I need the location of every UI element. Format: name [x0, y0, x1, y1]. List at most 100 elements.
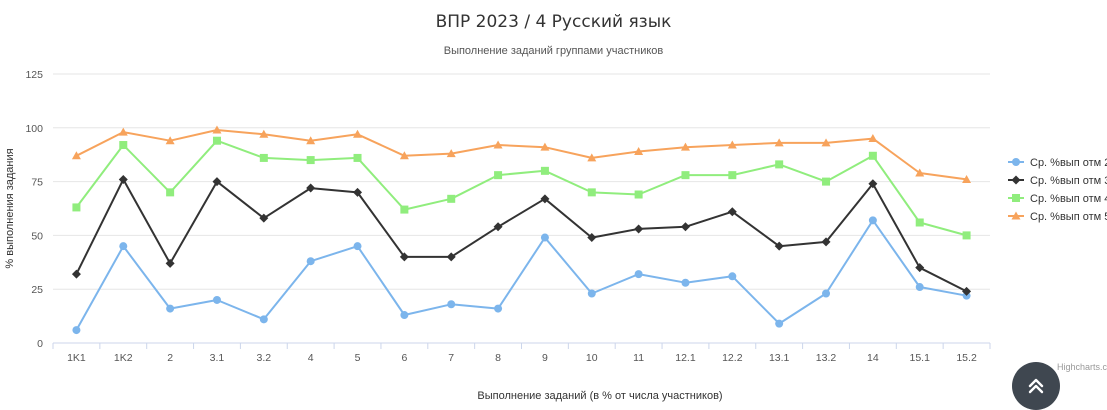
data-point[interactable]: [399, 252, 409, 262]
series-line[interactable]: [75, 129, 967, 181]
data-point[interactable]: [915, 218, 924, 227]
data-point[interactable]: [868, 216, 877, 225]
data-point[interactable]: [212, 177, 222, 187]
data-point[interactable]: [775, 160, 784, 169]
data-point[interactable]: [915, 168, 925, 177]
data-point[interactable]: [587, 188, 596, 197]
data-point[interactable]: [728, 272, 737, 281]
legend-item[interactable]: Ср. %вып отм 2: [1008, 157, 1107, 169]
data-point[interactable]: [306, 156, 315, 165]
data-point[interactable]: [165, 258, 175, 268]
data-point[interactable]: [727, 140, 737, 149]
data-point[interactable]: [774, 241, 784, 251]
data-point[interactable]: [962, 286, 972, 296]
legend-item[interactable]: Ср. %вып отм 4: [1008, 193, 1107, 205]
data-point[interactable]: [634, 270, 643, 279]
data-point[interactable]: [165, 136, 175, 145]
data-point[interactable]: [634, 146, 644, 155]
data-point[interactable]: [399, 151, 409, 160]
data-point[interactable]: [681, 278, 690, 287]
data-point[interactable]: [446, 252, 456, 262]
data-point[interactable]: [868, 179, 878, 189]
data-point[interactable]: [353, 129, 363, 138]
data-point[interactable]: [493, 222, 503, 232]
data-point[interactable]: [353, 153, 362, 162]
data-point[interactable]: [212, 295, 221, 304]
series-line[interactable]: [75, 178, 968, 293]
data-point[interactable]: [400, 205, 409, 214]
legend[interactable]: Ср. %вып отм 2 Ср. %вып отм 3 Ср. %вып отм…: [1008, 157, 1107, 223]
data-point[interactable]: [587, 289, 596, 298]
data-point[interactable]: [118, 174, 128, 184]
series-1: [72, 216, 971, 335]
data-point[interactable]: [306, 183, 316, 193]
data-point[interactable]: [821, 237, 831, 247]
data-point[interactable]: [447, 300, 456, 309]
data-point[interactable]: [71, 269, 81, 279]
data-point[interactable]: [306, 257, 315, 266]
series-4: [71, 125, 972, 183]
data-point[interactable]: [259, 315, 268, 324]
data-point[interactable]: [822, 289, 831, 298]
data-point[interactable]: [72, 203, 81, 212]
data-point[interactable]: [166, 188, 175, 197]
data-point[interactable]: [259, 129, 269, 138]
data-point[interactable]: [587, 233, 597, 243]
x-tick-label: 15.2: [956, 352, 977, 364]
data-point[interactable]: [822, 177, 831, 186]
data-point[interactable]: [540, 166, 549, 175]
y-tick-label: 100: [25, 123, 43, 135]
data-point[interactable]: [72, 326, 81, 335]
data-point[interactable]: [680, 142, 690, 151]
data-point[interactable]: [494, 304, 503, 313]
highcharts-credits-link[interactable]: Highcharts.com: [1057, 362, 1107, 372]
data-point[interactable]: [446, 149, 456, 158]
data-point[interactable]: [915, 283, 924, 292]
data-point[interactable]: [868, 151, 877, 160]
legend-symbol-marker[interactable]: [1011, 175, 1021, 185]
data-point[interactable]: [212, 125, 222, 134]
data-point[interactable]: [212, 136, 221, 145]
legend-symbol-marker[interactable]: [1011, 211, 1021, 220]
series-line[interactable]: [75, 139, 967, 237]
data-point[interactable]: [962, 174, 972, 183]
x-tick-label: 1K1: [67, 352, 86, 364]
data-point[interactable]: [119, 242, 128, 251]
data-point[interactable]: [71, 151, 81, 160]
series-line[interactable]: [75, 219, 967, 331]
data-point[interactable]: [259, 153, 268, 162]
data-point[interactable]: [493, 140, 503, 149]
data-point[interactable]: [353, 242, 362, 251]
legend-symbol-marker[interactable]: [1012, 158, 1020, 166]
data-point[interactable]: [306, 136, 316, 145]
x-tick-label: 2: [167, 352, 173, 364]
data-point[interactable]: [259, 213, 269, 223]
legend-item[interactable]: Ср. %вып отм 3: [1008, 175, 1107, 187]
data-point[interactable]: [915, 263, 925, 273]
data-point[interactable]: [540, 233, 549, 242]
data-point[interactable]: [634, 224, 644, 234]
data-point[interactable]: [400, 311, 409, 320]
data-point[interactable]: [540, 194, 550, 204]
data-point[interactable]: [447, 194, 456, 203]
data-point[interactable]: [681, 171, 690, 180]
data-point[interactable]: [353, 187, 363, 197]
legend-symbol-marker[interactable]: [1012, 194, 1020, 202]
data-point[interactable]: [962, 231, 971, 240]
data-point[interactable]: [821, 138, 831, 147]
legend-item[interactable]: Ср. %вып отм 5: [1008, 211, 1107, 223]
scroll-to-top-button[interactable]: [1012, 362, 1060, 410]
data-point[interactable]: [868, 134, 878, 143]
data-point[interactable]: [727, 207, 737, 217]
data-point[interactable]: [166, 304, 175, 313]
data-point[interactable]: [587, 153, 597, 162]
data-point[interactable]: [118, 127, 128, 136]
data-point[interactable]: [680, 222, 690, 232]
data-point[interactable]: [728, 171, 737, 180]
data-point[interactable]: [774, 138, 784, 147]
data-point[interactable]: [634, 190, 643, 199]
data-point[interactable]: [775, 319, 784, 328]
data-point[interactable]: [540, 142, 550, 151]
data-point[interactable]: [494, 171, 503, 180]
data-point[interactable]: [119, 141, 128, 150]
